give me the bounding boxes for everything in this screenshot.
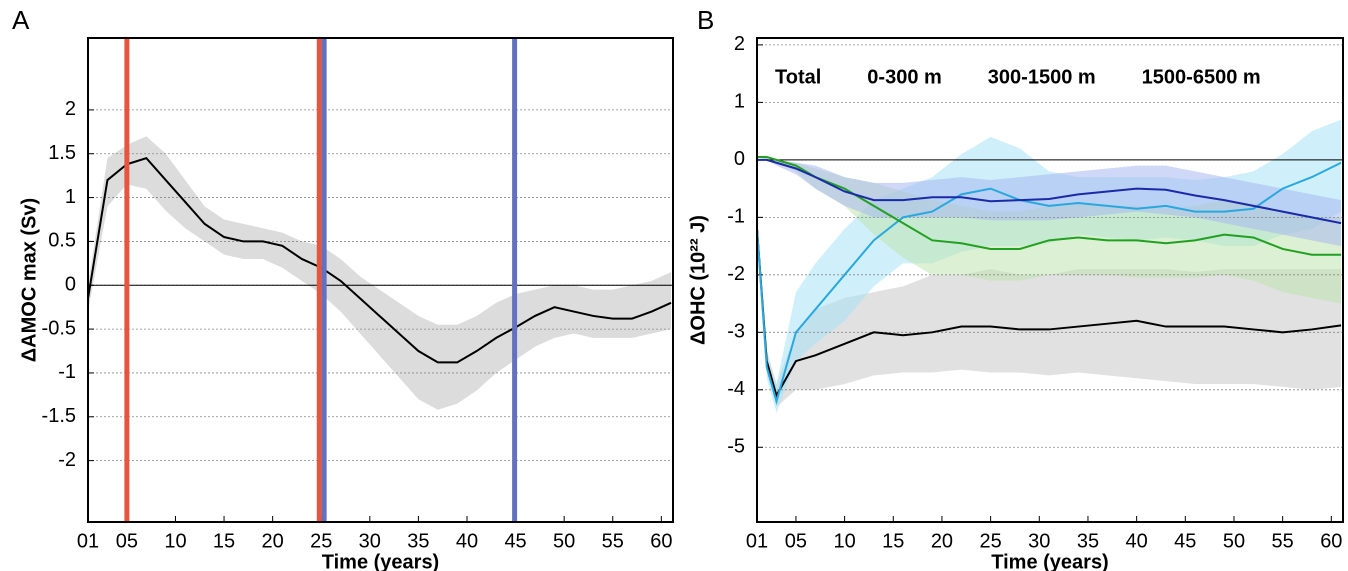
x-tick-label: 20 [931,530,953,552]
x-tick-label: 60 [1320,530,1342,552]
y-tick-label: 1 [65,186,76,208]
y-tick-label: -1 [58,361,76,383]
x-tick-label: 50 [1223,530,1245,552]
y-tick-label: -1.5 [42,405,76,427]
panel-label: B [697,5,714,35]
x-tick-label: 35 [407,530,429,552]
series-line [756,228,1342,399]
x-axis-label: Time (years) [322,551,439,571]
y-tick-label: 2 [734,33,745,55]
plot-frame [756,37,1344,523]
legend-entry: 300-1500 m [988,66,1096,88]
x-tick-label: 60 [650,530,672,552]
x-tick-label: 50 [553,530,575,552]
y-tick-label: 2 [65,98,76,120]
series-line [87,156,672,364]
y-tick-label: -2 [58,449,76,471]
x-tick-label: 55 [1272,530,1294,552]
plot-frame [87,37,674,523]
x-tick-label: 40 [456,530,478,552]
y-tick-label: -3 [727,321,745,343]
x-tick-label: 10 [164,530,186,552]
y-axis-label: ΔAMOC max (Sv) [18,198,40,362]
y-tick-label: -0.5 [42,317,76,339]
y-tick-label: 0.5 [48,230,76,252]
y-tick-label: 1 [734,91,745,113]
x-tick-label: 10 [833,530,855,552]
x-tick-label: 45 [1174,530,1196,552]
x-tick-label: 05 [116,530,138,552]
y-tick-label: -4 [727,378,745,400]
x-tick-label: 01 [746,530,768,552]
y-axis-label: ΔOHC (10²² J) [687,215,709,345]
uncertainty-band [757,223,1342,408]
x-tick-label: 30 [359,530,381,552]
x-tick-label: 35 [1077,530,1099,552]
panel-label: A [12,5,30,35]
legend-entry: 1500-6500 m [1142,66,1261,88]
x-tick-label: 25 [310,530,332,552]
x-tick-label: 20 [262,530,284,552]
y-tick-label: 0 [65,274,76,296]
uncertainty-band [757,159,1342,247]
x-tick-label: 30 [1028,530,1050,552]
x-tick-label: 40 [1126,530,1148,552]
legend-entry: 0-300 m [867,66,942,88]
x-tick-label: 15 [213,530,235,552]
y-tick-label: -2 [727,263,745,285]
x-tick-label: 01 [77,530,99,552]
y-tick-label: 1.5 [48,142,76,164]
x-tick-label: 15 [882,530,904,552]
x-tick-label: 25 [979,530,1001,552]
legend-entry: Total [775,66,821,88]
series-line [757,158,1342,225]
uncertainty-band [88,136,672,410]
x-tick-label: 45 [504,530,526,552]
y-tick-label: -1 [727,206,745,228]
y-tick-label: -5 [727,436,745,458]
y-tick-label: 0 [734,148,745,170]
x-axis-label: Time (years) [991,551,1108,571]
x-tick-label: 05 [785,530,807,552]
x-tick-label: 55 [602,530,624,552]
